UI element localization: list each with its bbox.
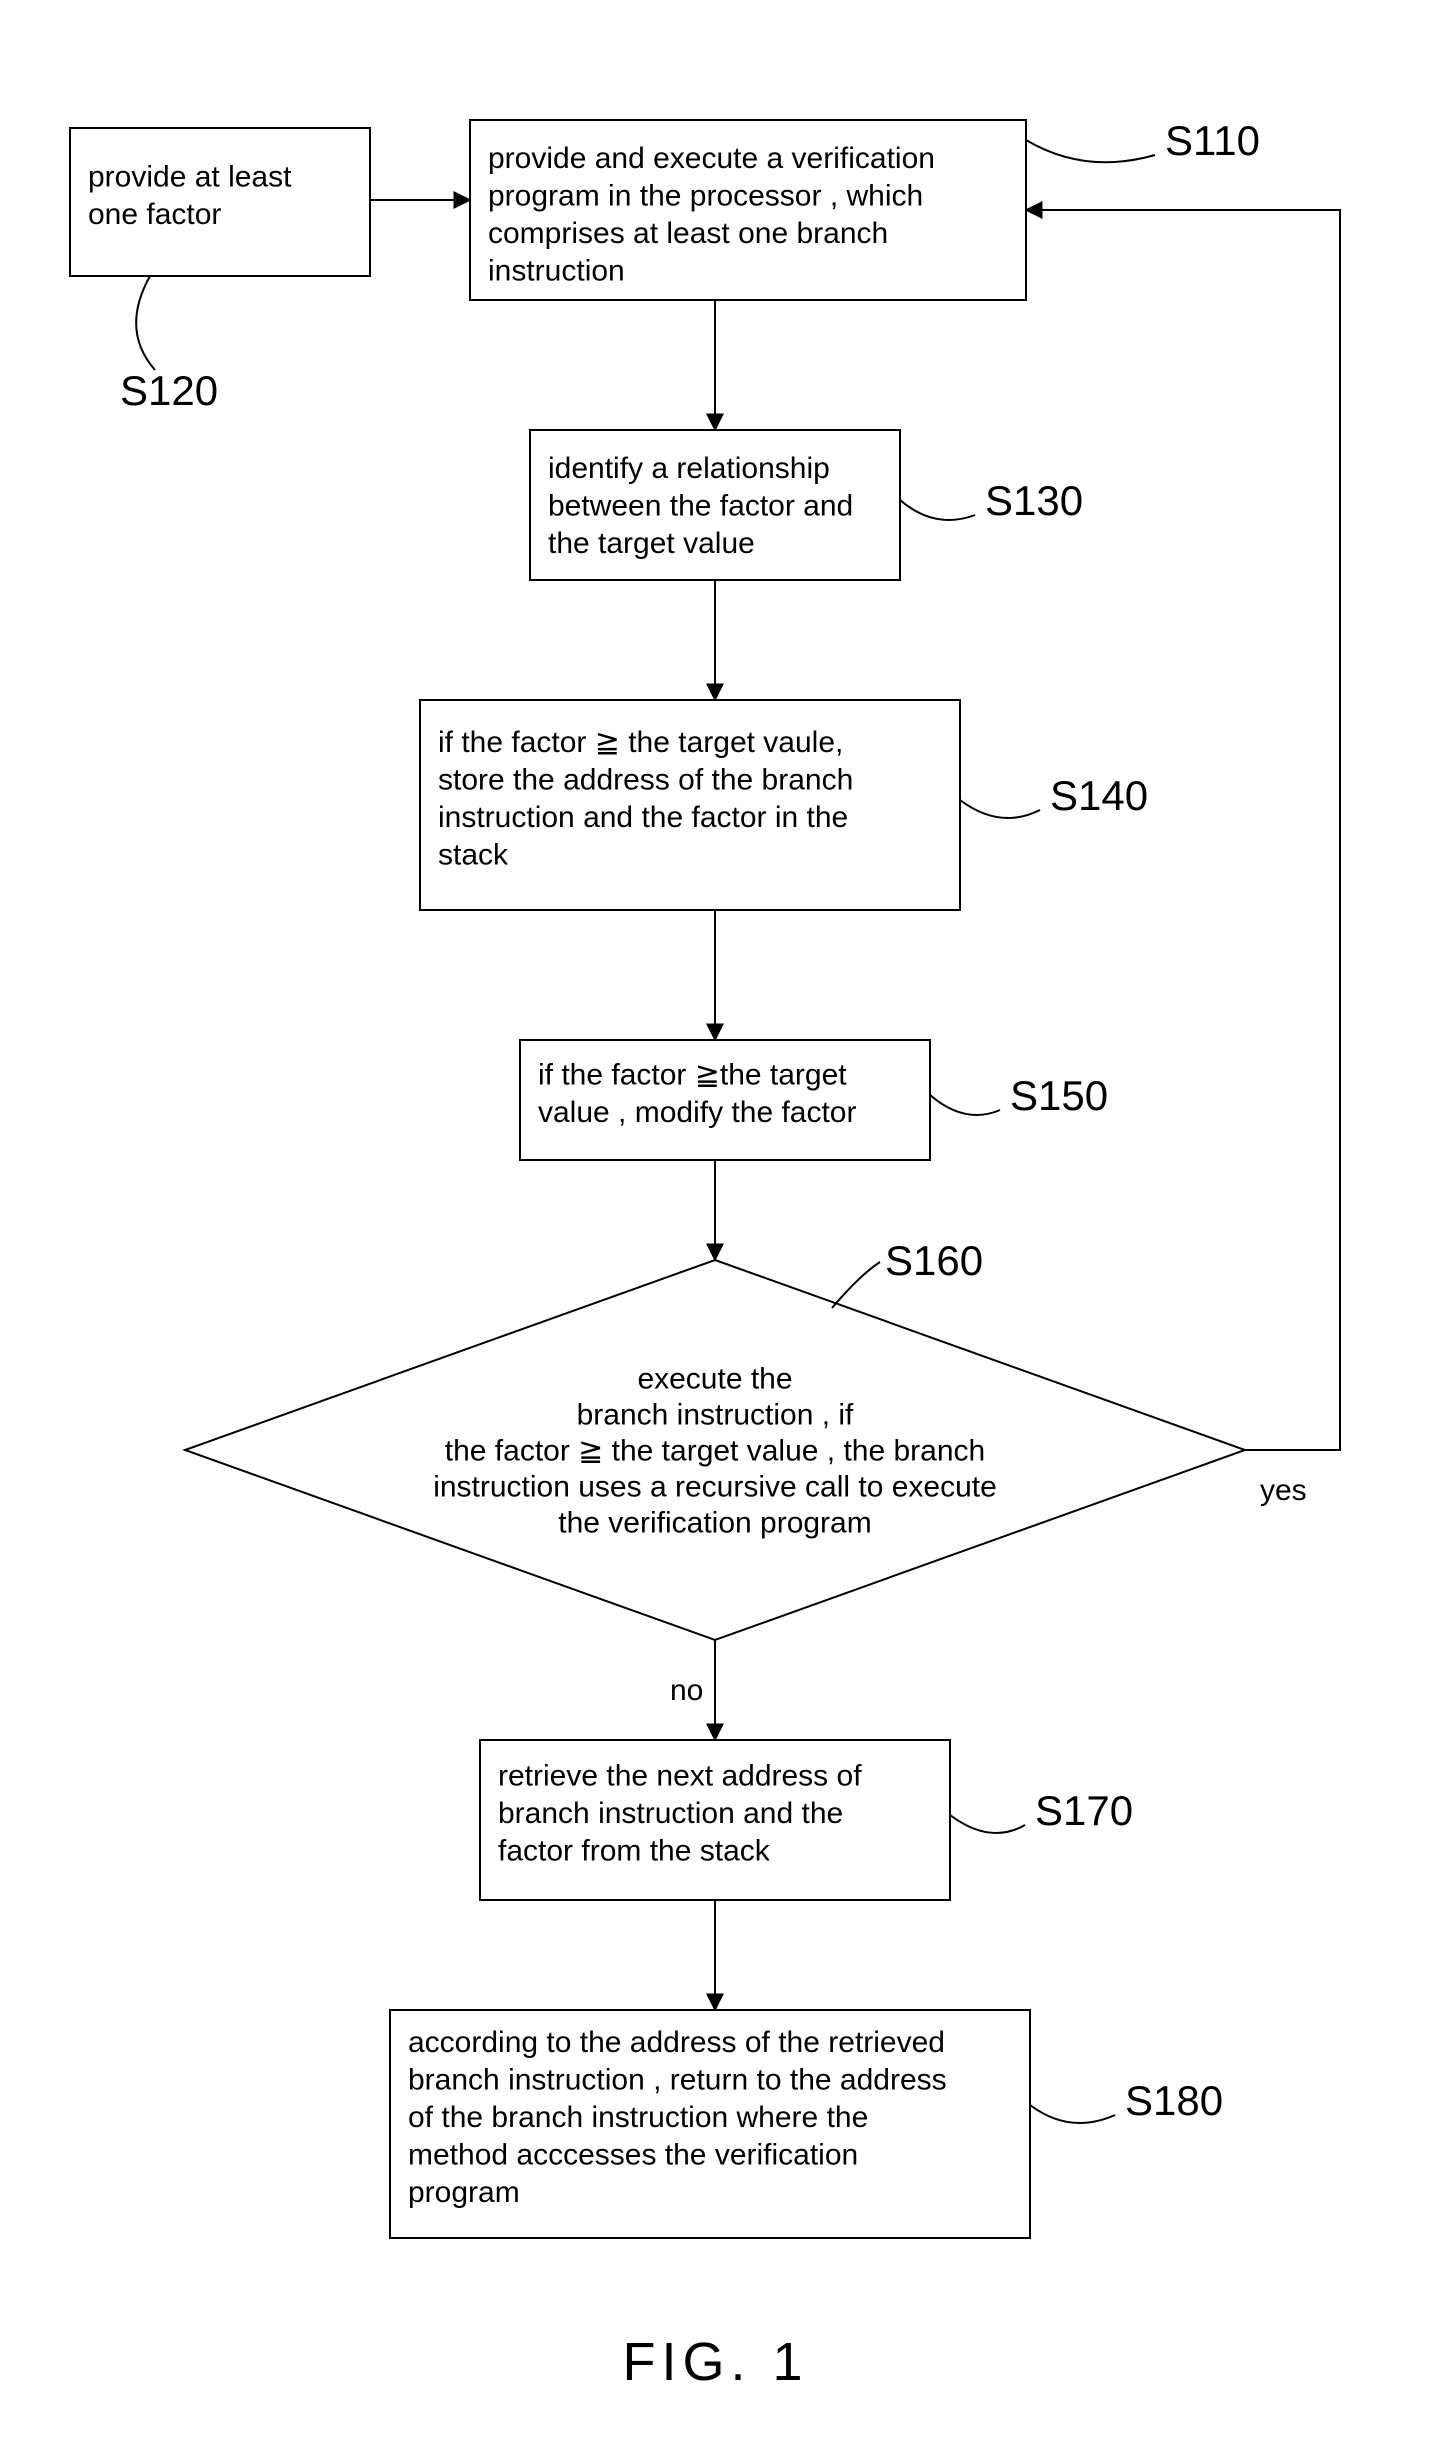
node-S150: if the factor ≧the targetvalue , modify … (520, 1040, 930, 1160)
node-S130: identify a relationshipbetween the facto… (530, 430, 900, 580)
step-label-S110: S110 (1165, 117, 1260, 164)
leader-S180 (1030, 2105, 1115, 2123)
leader-S170 (950, 1815, 1025, 1833)
edge-label-yes: yes (1260, 1474, 1307, 1507)
leader-S130 (900, 500, 975, 520)
leader-S120 (136, 276, 155, 370)
leader-S150 (930, 1095, 1000, 1115)
node-S160: execute thebranch instruction , ifthe fa… (185, 1260, 1245, 1640)
leader-S140 (960, 800, 1040, 818)
step-label-S120: S120 (120, 367, 218, 414)
node-S120: provide at leastone factor (70, 128, 370, 276)
leader-S160 (832, 1262, 880, 1308)
step-label-S140: S140 (1050, 772, 1148, 819)
step-label-S160: S160 (885, 1237, 983, 1284)
node-S180: according to the address of the retrieve… (390, 2010, 1030, 2238)
step-label-S170: S170 (1035, 1787, 1133, 1834)
leader-S110 (1026, 140, 1155, 162)
step-label-S150: S150 (1010, 1072, 1108, 1119)
figure-label: FIG. 1 (622, 2332, 808, 2392)
edge-label-no: no (670, 1674, 703, 1707)
step-label-S180: S180 (1125, 2077, 1223, 2124)
step-label-S130: S130 (985, 477, 1083, 524)
edge-S160-S110 (1026, 210, 1340, 1450)
node-S140: if the factor ≧ the target vaule,store t… (420, 700, 960, 910)
node-S110: provide and execute a verificationprogra… (470, 120, 1026, 300)
node-S170: retrieve the next address ofbranch instr… (480, 1740, 950, 1900)
